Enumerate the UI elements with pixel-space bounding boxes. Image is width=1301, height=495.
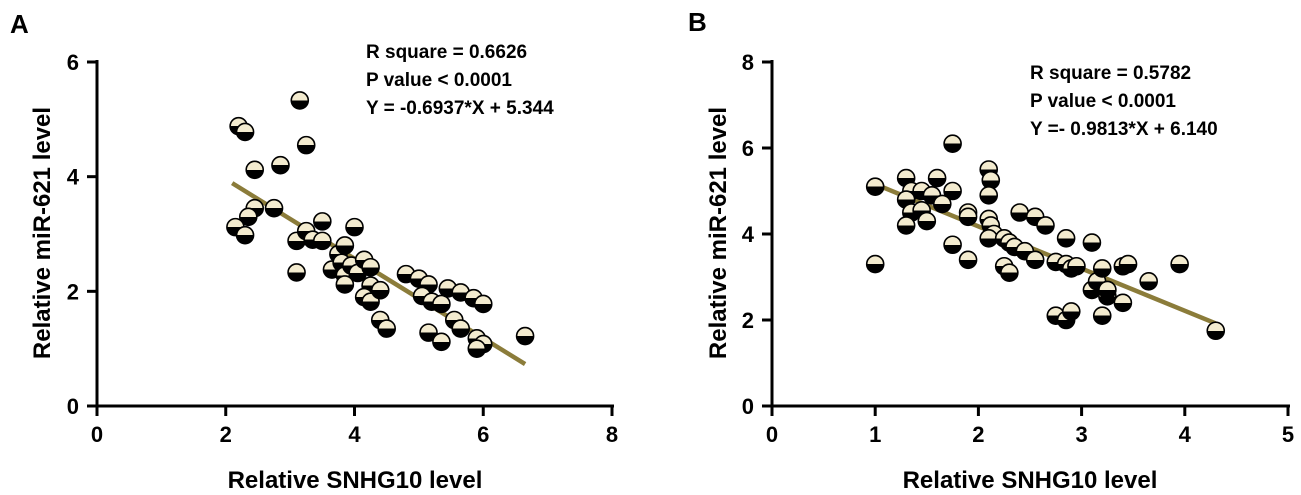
panel-b-data-point [1067,256,1086,276]
panel-b-r-square: R square = 0.5782 [1030,63,1191,84]
panel-a-x-axis-title: Relative SNHG10 level [228,467,483,494]
panel-b-data-point [1170,254,1189,274]
panel-b-fit-line [874,182,1217,326]
panel-b-y-ticks: 0 2 4 6 8 [742,50,772,419]
panel-b-label: B [688,7,707,37]
panel-b-equation: Y =- 0.9813*X + 6.140 [1030,119,1218,140]
panel-b-x-tick-label: 3 [1075,422,1087,447]
panel-b-points [865,134,1226,341]
panel-b-data-point [943,181,962,201]
panel-b-y-tick-label: 8 [742,50,754,75]
panel-b-x-tick-label: 4 [1179,422,1192,447]
panel-a-data-point [467,339,487,358]
panel-a-x-tick-label: 4 [348,422,361,447]
panel-a-y-ticks: 0 2 4 6 [67,50,97,419]
panel-b-data-point [1025,250,1045,270]
panel-a-x-ticks: 0 2 4 6 8 [91,406,618,447]
panel-b-data-point [932,194,952,214]
panel-a-r-square: R square = 0.6626 [366,42,527,63]
panel-b-data-point [979,186,999,205]
panel-a-data-point [245,160,265,180]
panel-a-label: A [10,9,29,39]
panel-b-data-point [1056,229,1076,248]
panel-a-y-tick-label: 2 [67,279,79,304]
panel-b-x-ticks: 0 1 2 3 4 5 [766,406,1294,447]
panel-a-data-point [451,319,471,338]
panel-b-data-point [1061,302,1081,321]
panel-a-x-tick-label: 2 [220,422,232,447]
panel-a-data-point [335,236,355,255]
panel-a-data-point [313,231,332,251]
panel-a-equation: Y = -0.6937*X + 5.344 [366,98,554,119]
panel-b-data-point [1010,203,1029,222]
panel-a-data-point [290,91,310,110]
panel-b-data-point [927,168,947,188]
panel-b-data-point [1000,263,1019,283]
panel-b-data-point [958,250,978,270]
panel-a-data-point [271,155,290,175]
panel-a-y-tick-label: 6 [67,50,79,75]
panel-a-points [226,91,535,358]
panel-a-data-point [432,332,451,352]
panel-a-data-point [238,207,258,227]
panel-b-x-axis-title: Relative SNHG10 level [903,467,1158,494]
panel-b-data-point [1092,259,1112,278]
panel-b-x-tick-label: 2 [972,422,984,447]
panel-a-data-point [264,198,284,218]
panel-b-y-tick-label: 4 [742,222,755,247]
panel-a-data-point [473,294,493,314]
panel-a-data-point [515,326,535,346]
panel-b: B 0 1 2 3 4 5 0 2 4 6 8 Relative SNHG10 level Rel… [688,7,1294,494]
panel-a-data-point [296,135,316,155]
panel-b-y-tick-label: 0 [742,394,754,419]
panel-b-y-tick-label: 6 [742,136,754,161]
panel-b-data-point [943,235,962,255]
panel-b-x-tick-label: 1 [869,422,881,447]
panel-b-data-point [865,177,885,196]
panel-b-fit-line-group [874,182,1217,326]
panel-a-data-point [235,122,255,142]
panel-b-data-point [1206,321,1226,341]
panel-a-y-axis-title: Relative miR-621 level [29,107,56,359]
panel-b-x-tick-label: 0 [766,422,778,447]
panel-b-data-point [1098,280,1117,300]
panel-a-data-point [361,257,380,277]
panel-b-data-point [1139,271,1158,291]
panel-b-data-point [1113,293,1133,313]
panel-b-x-tick-label: 5 [1282,422,1294,447]
panel-b-data-point [1036,216,1055,235]
panel-a-y-tick-label: 0 [67,394,79,419]
panel-b-data-point [979,229,999,248]
panel-a-data-point [287,263,306,282]
panel-b-data-point [917,211,937,231]
panel-b-data-point [1082,233,1102,252]
panel-b-data-point [981,170,1001,190]
panel-a-data-point [335,275,355,294]
panel-b-data-point [865,254,885,274]
panel-a-y-tick-label: 4 [67,165,80,190]
panel-a-data-point [432,294,451,314]
panel-a-data-point [345,217,364,237]
panel-b-p-value: P value < 0.0001 [1030,91,1176,112]
panel-b-data-point [943,134,962,153]
panel-b-data-point [1118,254,1138,274]
panel-b-y-tick-label: 2 [742,308,754,333]
panel-a-data-point [235,225,255,245]
panel-a-data-point [313,212,332,231]
panel-b-data-point [1092,306,1112,326]
panel-b-y-axis-title: Relative miR-621 level [705,107,732,359]
panel-b-data-point [958,207,978,227]
panel-a-x-tick-label: 6 [477,422,489,447]
panel-a-data-point [419,323,438,342]
panel-a-data-point [377,319,396,338]
panel-a-p-value: P value < 0.0001 [366,70,512,91]
panel-a-data-point [370,280,390,300]
panel-a-x-tick-label: 0 [91,422,103,447]
panel-b-data-point [896,216,916,235]
panel-a: A 0 2 4 6 8 0 2 4 6 Relative SNHG10 level Relat… [10,9,618,494]
panel-a-x-tick-label: 8 [606,422,618,447]
